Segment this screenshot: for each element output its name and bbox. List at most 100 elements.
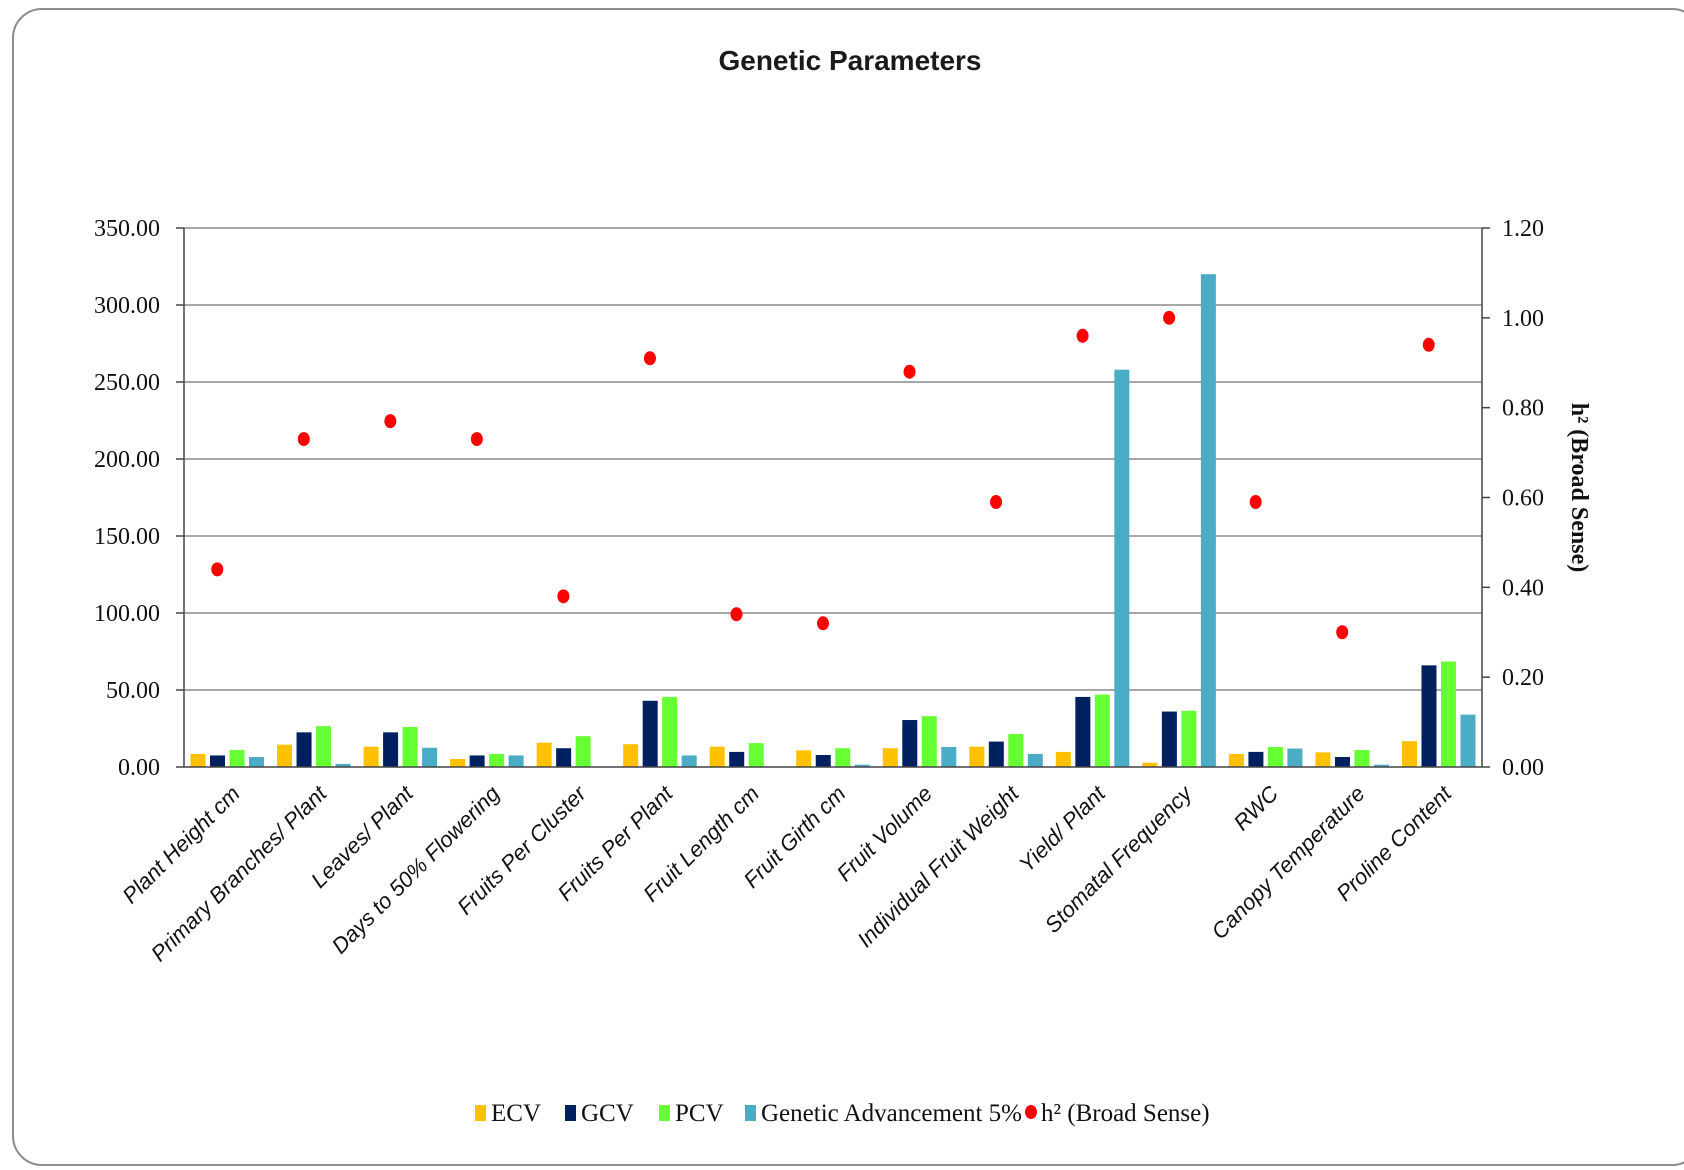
bar-pcv	[835, 748, 851, 767]
y2-tick-label: 1.20	[1502, 216, 1544, 242]
bar-gcv	[642, 700, 658, 767]
bar-genetic-advancement-5-	[854, 764, 870, 767]
bar-ecv	[1055, 751, 1071, 767]
bar-pcv	[1094, 694, 1110, 767]
y-tick-label: 100.00	[94, 601, 160, 627]
category-label: Days to 50% Flowering	[327, 780, 505, 958]
legend-label: GCV	[581, 1100, 634, 1127]
bar-genetic-advancement-5-	[249, 756, 265, 767]
bar-gcv	[1334, 756, 1350, 767]
bar-ecv	[796, 750, 812, 767]
h2-point	[557, 589, 570, 604]
bar-ecv	[450, 758, 466, 767]
bar-gcv	[469, 755, 485, 767]
bar-gcv	[1421, 665, 1437, 767]
bar-ecv	[1401, 741, 1417, 767]
h2-point	[903, 364, 916, 379]
bar-gcv	[988, 741, 1004, 767]
bar-gcv	[210, 755, 226, 767]
bar-ecv	[709, 746, 725, 767]
bar-genetic-advancement-5-	[335, 763, 351, 767]
y2-tick-label: 0.00	[1502, 755, 1544, 781]
bar-ecv	[536, 742, 552, 767]
bar-ecv	[1228, 753, 1244, 767]
bar-gcv	[383, 732, 399, 767]
legend-swatch	[565, 1105, 576, 1121]
h2-point	[1163, 310, 1176, 325]
y-tick-label: 250.00	[94, 370, 160, 396]
bar-gcv	[1075, 696, 1091, 767]
bar-pcv	[921, 716, 937, 767]
bar-gcv	[729, 751, 745, 767]
bar-pcv	[1354, 750, 1370, 767]
legend-marker	[1025, 1105, 1037, 1119]
legend-swatch	[659, 1105, 670, 1121]
bar-pcv	[1008, 733, 1024, 767]
bar-genetic-advancement-5-	[1460, 714, 1476, 767]
bar-gcv	[902, 720, 918, 767]
y2-axis-title: h² (Broad Sense)	[1566, 403, 1592, 572]
bar-genetic-advancement-5-	[422, 747, 438, 767]
bar-pcv	[1267, 746, 1283, 767]
bar-pcv	[748, 743, 764, 767]
bar-genetic-advancement-5-	[1027, 753, 1043, 767]
bar-pcv	[402, 726, 418, 767]
legend-label: Genetic Advancement 5%	[761, 1100, 1022, 1127]
bar-pcv	[316, 726, 332, 767]
bar-pcv	[575, 736, 591, 767]
y-tick-label: 150.00	[94, 524, 160, 550]
h2-point	[384, 414, 397, 429]
h2-point	[730, 607, 743, 622]
bar-genetic-advancement-5-	[1200, 274, 1216, 767]
h2-point	[297, 432, 310, 447]
h2-point	[1336, 625, 1349, 640]
bar-gcv	[296, 732, 312, 767]
category-label: Stomatal Frequency	[1040, 779, 1198, 937]
legend-swatch	[745, 1105, 756, 1121]
y2-tick-label: 0.80	[1502, 396, 1544, 422]
y-tick-label: 50.00	[106, 678, 160, 704]
y2-tick-label: 0.60	[1502, 486, 1544, 512]
bar-ecv	[363, 746, 379, 767]
bar-genetic-advancement-5-	[508, 755, 524, 767]
bar-gcv	[1161, 711, 1177, 767]
y-tick-label: 300.00	[94, 293, 160, 319]
bars	[190, 274, 1476, 767]
bar-gcv	[815, 754, 831, 767]
category-label: Primary Branches/ Plant	[146, 780, 332, 966]
bar-ecv	[190, 753, 206, 767]
h2-point	[1076, 328, 1089, 343]
bar-pcv	[489, 753, 505, 767]
bar-pcv	[229, 750, 245, 767]
bar-genetic-advancement-5-	[1114, 369, 1130, 767]
bar-genetic-advancement-5-	[1373, 764, 1389, 767]
bar-ecv	[882, 748, 898, 767]
legend-swatch	[475, 1105, 486, 1121]
y2-axis-labels: 0.00 0.20 0.40 0.60 0.80 1.00 1.20	[1502, 216, 1544, 781]
h2-point	[1422, 337, 1435, 352]
h2-point	[817, 616, 829, 631]
bar-genetic-advancement-5-	[941, 746, 957, 767]
bar-ecv	[1142, 762, 1158, 767]
legend-label: PCV	[675, 1100, 724, 1127]
bar-pcv	[1440, 661, 1456, 767]
y-tick-label: 0.00	[118, 755, 160, 781]
y-axis-labels: 0.00 50.00 100.00 150.00 200.00 250.00 300.00 3…	[94, 216, 160, 781]
h2-point	[990, 494, 1003, 509]
chart-title: Genetic Parameters	[718, 45, 981, 76]
bar-ecv	[1315, 752, 1331, 767]
bar-genetic-advancement-5-	[1287, 748, 1303, 767]
h2-point	[643, 351, 656, 366]
gridlines	[184, 227, 1482, 691]
h2-point	[211, 562, 224, 577]
chart-frame	[12, 8, 1684, 1166]
bar-gcv	[556, 748, 572, 767]
category-label: Canopy Temperature	[1206, 781, 1369, 944]
y-tick-label: 350.00	[94, 216, 160, 242]
category-label: Individual Fruit Weight	[852, 780, 1024, 952]
y2-tick-label: 0.20	[1502, 665, 1544, 691]
legend-label: ECV	[491, 1100, 541, 1127]
bar-ecv	[969, 746, 985, 767]
legend-label: h² (Broad Sense)	[1041, 1100, 1210, 1127]
